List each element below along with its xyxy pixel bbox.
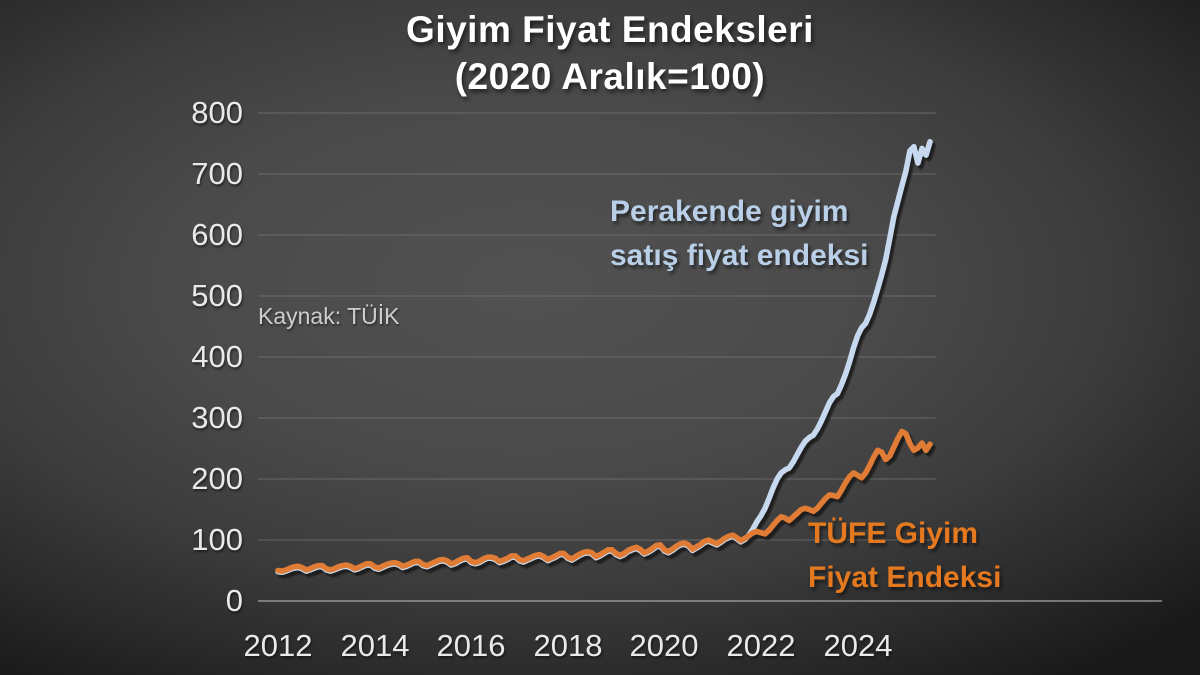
gridlines: [258, 112, 1162, 602]
chart-title-line1: Giyim Fiyat Endeksleri: [406, 9, 814, 50]
chart-title-line2: (2020 Aralık=100): [454, 56, 766, 97]
x-tick-label: 2020: [629, 628, 699, 663]
x-tick-label: 2016: [436, 628, 506, 663]
y-tick-label: 600: [191, 217, 243, 252]
x-tick-label: 2012: [243, 628, 313, 663]
y-tick-label: 200: [191, 461, 243, 496]
source-note: Kaynak: TÜİK: [258, 303, 400, 329]
x-tick-label: 2022: [726, 628, 796, 663]
y-tick-label: 300: [191, 400, 243, 435]
series-line-tufe: [275, 428, 933, 574]
series-label-tufe-line2: Fiyat Endeksi: [808, 561, 1002, 594]
y-tick-label: 800: [191, 95, 243, 130]
x-tick-label: 2018: [533, 628, 603, 663]
chart-title: Giyim Fiyat Endeksleri (2020 Aralık=100): [140, 6, 1080, 100]
y-tick-label: 500: [191, 278, 243, 313]
x-tick-label: 2024: [823, 628, 893, 663]
y-tick-label: 700: [191, 156, 243, 191]
series-label-tufe-line1: TÜFE Giyim: [808, 517, 979, 550]
y-tick-label: 0: [225, 583, 243, 618]
y-tick-label: 100: [191, 522, 243, 557]
y-tick-label: 400: [191, 339, 243, 374]
series-label-retail: Perakende giyim satış fiyat endeksi: [610, 190, 868, 278]
series-label-retail-line1: Perakende giyim: [610, 195, 849, 228]
series-label-retail-line2: satış fiyat endeksi: [610, 239, 869, 272]
x-tick-label: 2014: [340, 628, 410, 663]
series-label-tufe: TÜFE Giyim Fiyat Endeksi: [808, 512, 1001, 600]
series-lines: [275, 138, 933, 576]
